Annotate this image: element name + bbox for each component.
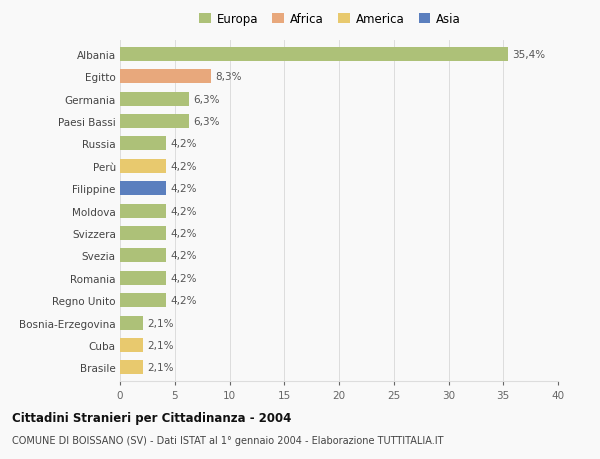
Text: COMUNE DI BOISSANO (SV) - Dati ISTAT al 1° gennaio 2004 - Elaborazione TUTTITALI: COMUNE DI BOISSANO (SV) - Dati ISTAT al … <box>12 435 443 445</box>
Text: 4,2%: 4,2% <box>170 162 197 172</box>
Bar <box>120 316 143 330</box>
Text: 4,2%: 4,2% <box>170 296 197 306</box>
Text: 6,3%: 6,3% <box>193 95 220 104</box>
Bar <box>120 227 166 241</box>
Text: 2,1%: 2,1% <box>148 363 174 373</box>
Bar <box>120 160 166 174</box>
Bar <box>120 294 166 308</box>
Text: 2,1%: 2,1% <box>148 318 174 328</box>
Text: 4,2%: 4,2% <box>170 184 197 194</box>
Text: 4,2%: 4,2% <box>170 273 197 283</box>
Text: 4,2%: 4,2% <box>170 229 197 239</box>
Bar <box>120 92 189 106</box>
Text: 2,1%: 2,1% <box>148 340 174 350</box>
Text: 4,2%: 4,2% <box>170 139 197 149</box>
Bar <box>120 70 211 84</box>
Bar <box>120 361 143 375</box>
Bar <box>120 249 166 263</box>
Text: 4,2%: 4,2% <box>170 206 197 216</box>
Text: Cittadini Stranieri per Cittadinanza - 2004: Cittadini Stranieri per Cittadinanza - 2… <box>12 411 292 424</box>
Bar <box>120 182 166 196</box>
Legend: Europa, Africa, America, Asia: Europa, Africa, America, Asia <box>194 8 466 31</box>
Text: 4,2%: 4,2% <box>170 251 197 261</box>
Text: 35,4%: 35,4% <box>512 50 545 60</box>
Bar <box>120 115 189 129</box>
Bar <box>120 48 508 62</box>
Bar <box>120 137 166 151</box>
Bar <box>120 271 166 285</box>
Text: 8,3%: 8,3% <box>215 72 242 82</box>
Bar <box>120 204 166 218</box>
Text: 6,3%: 6,3% <box>193 117 220 127</box>
Bar <box>120 338 143 352</box>
